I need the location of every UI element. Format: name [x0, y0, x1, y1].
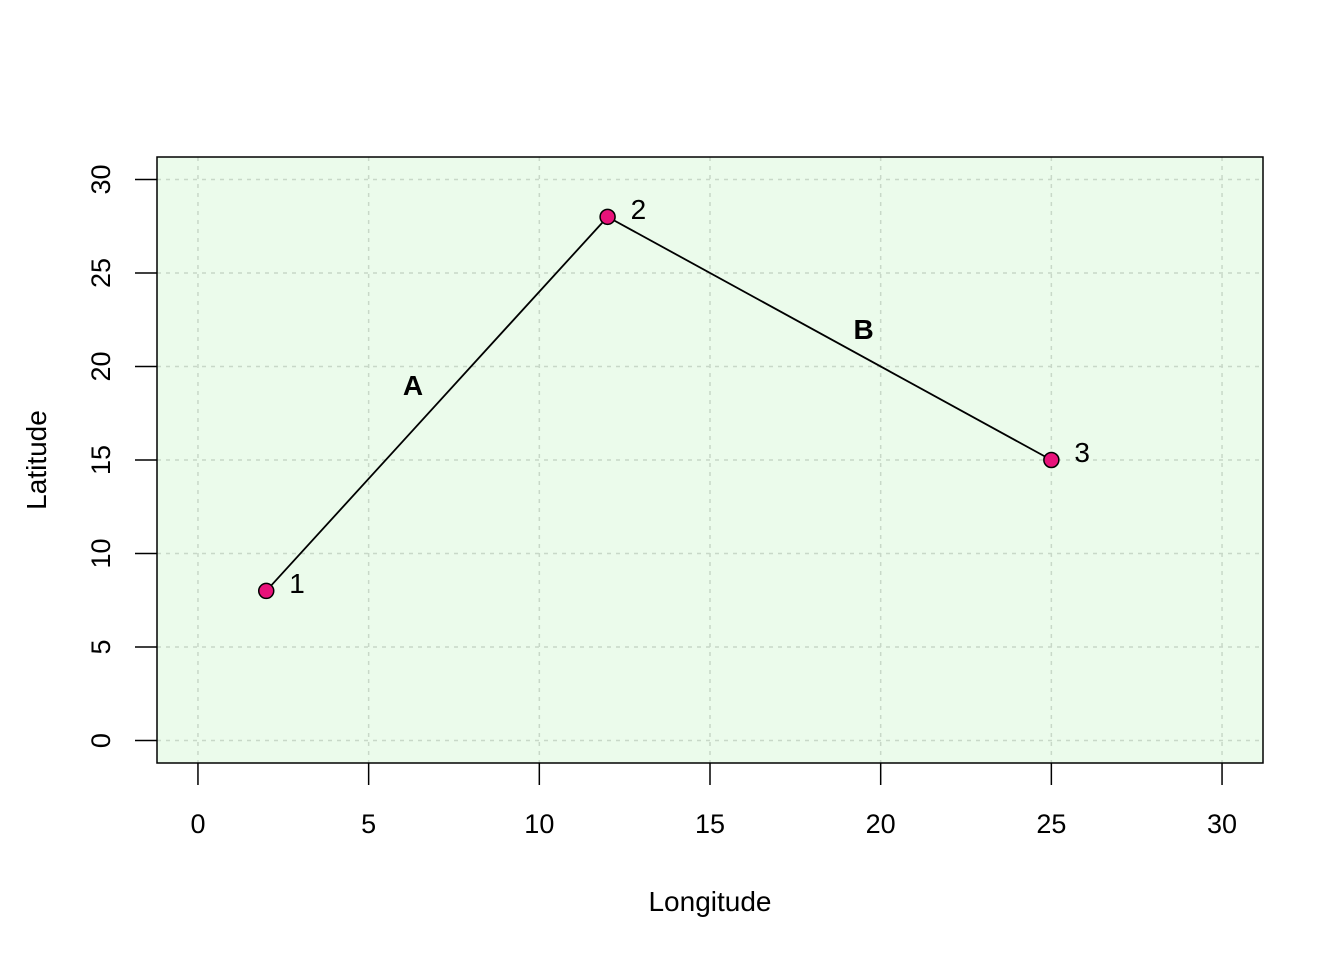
segment-label-b: B — [853, 314, 873, 345]
y-axis: 0 5 10 15 20 25 30 — [86, 164, 157, 748]
segment-label-a: A — [403, 370, 423, 401]
x-tick-label: 20 — [866, 809, 896, 839]
x-tick-label: 30 — [1207, 809, 1237, 839]
chart-labels: 1 2 3 A B — [289, 194, 1090, 599]
y-tick-label: 0 — [86, 733, 116, 748]
point-label-2: 2 — [631, 194, 647, 225]
point-label-1: 1 — [289, 568, 305, 599]
x-tick-label: 25 — [1036, 809, 1066, 839]
point-marker-2 — [599, 208, 616, 226]
y-tick-label: 15 — [86, 445, 116, 475]
y-tick-label: 5 — [86, 640, 116, 655]
point-marker-3 — [1043, 451, 1060, 469]
x-tick-label: 5 — [361, 809, 376, 839]
point-marker-1 — [257, 582, 275, 600]
y-tick-label: 30 — [86, 164, 116, 194]
segment-line-b — [607, 216, 1052, 461]
x-axis: 0 5 10 15 20 25 30 — [190, 763, 1237, 839]
y-tick-label: 10 — [86, 538, 116, 568]
x-tick-label: 10 — [524, 809, 554, 839]
segment-line-a — [265, 216, 609, 592]
route-lines — [265, 216, 1052, 592]
route-points — [257, 208, 1060, 600]
x-tick-label: 15 — [695, 809, 725, 839]
x-axis-title: Longitude — [648, 886, 771, 917]
y-tick-label: 20 — [86, 351, 116, 381]
point-label-3: 3 — [1074, 437, 1090, 468]
y-axis-title: Latitude — [21, 410, 52, 510]
x-tick-label: 0 — [190, 809, 205, 839]
y-tick-label: 25 — [86, 258, 116, 288]
